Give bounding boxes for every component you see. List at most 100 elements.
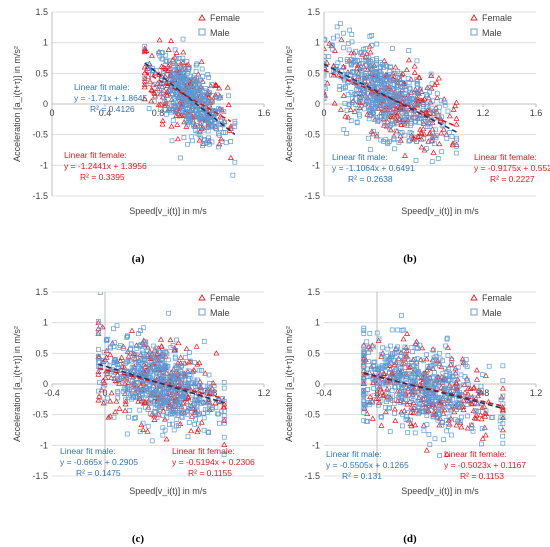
male-point [175, 375, 181, 381]
female-point [194, 428, 201, 435]
male-point [439, 149, 445, 155]
male-point [116, 364, 121, 370]
male-point [142, 75, 148, 81]
male-point [173, 354, 178, 360]
male-point [383, 113, 389, 119]
male-point [412, 430, 418, 436]
male-point [393, 111, 398, 117]
male-point [132, 352, 137, 358]
x-tick-label: 0.4 [99, 108, 112, 118]
male-point [439, 114, 444, 120]
male-point [151, 343, 157, 349]
female-point [155, 48, 162, 55]
male-point [96, 359, 101, 365]
male-point [157, 88, 162, 93]
male-point [401, 394, 407, 400]
male-point [458, 372, 464, 378]
male-point [156, 50, 162, 56]
legend-female-marker [198, 14, 206, 21]
male-point [199, 66, 205, 72]
male-point [142, 43, 148, 49]
female-point [218, 135, 225, 142]
female-point [224, 84, 231, 90]
male-point [444, 428, 450, 434]
male-point [176, 423, 181, 428]
female-point [141, 75, 148, 81]
male-point [427, 123, 433, 129]
male-point [412, 370, 418, 376]
male-point [415, 405, 421, 410]
scatter-panel-3: -1.5-1-0.500.511.5-0.4 0 0.4 0.8 1.2FemaleMa… [284, 287, 542, 545]
female-point [444, 344, 451, 350]
male-point [163, 350, 169, 355]
female-point [460, 406, 467, 413]
male-point [216, 131, 221, 137]
female-fit-label: Linear fit female: [64, 150, 127, 160]
female-point [163, 80, 170, 86]
female-point [380, 107, 387, 113]
male-point [221, 412, 227, 418]
male-point [192, 421, 197, 427]
female-point [446, 113, 453, 119]
male-point [353, 96, 358, 102]
male-point [206, 401, 212, 407]
male-point [364, 54, 370, 60]
male-point [343, 85, 348, 91]
female-point [95, 325, 102, 331]
male-point [424, 422, 430, 427]
male-point [218, 107, 224, 112]
male-point [361, 405, 367, 410]
male-point [361, 410, 367, 416]
y-tick-label: 1 [43, 318, 48, 328]
female-point [370, 379, 377, 386]
female-point [434, 94, 441, 100]
y-tick-label: 1.5 [35, 287, 48, 297]
male-point [178, 380, 183, 386]
male-point [434, 91, 440, 97]
male-point [187, 350, 192, 355]
male-point [384, 64, 390, 69]
male-point [444, 336, 450, 342]
male-point [430, 98, 435, 104]
male-point [392, 88, 397, 93]
female-point [378, 422, 385, 428]
male-fit-line [323, 63, 457, 133]
male-point [114, 323, 120, 329]
female-point [499, 426, 506, 433]
male-point [432, 370, 437, 375]
legend-male-label: Male [210, 308, 230, 318]
female-point [378, 389, 385, 395]
male-point [366, 400, 372, 405]
male-point [429, 105, 435, 111]
panel-caption: (d) [403, 533, 417, 545]
male-point [449, 357, 454, 363]
male-point [104, 371, 110, 377]
male-point [400, 85, 405, 90]
male-point [216, 95, 222, 101]
male-point [104, 361, 110, 367]
male-point [403, 417, 409, 422]
female-point [393, 112, 400, 118]
male-point [148, 397, 154, 403]
male-point [139, 388, 145, 393]
male-point [432, 436, 438, 442]
male-point [172, 68, 177, 74]
male-point [388, 343, 393, 349]
x-axis-label: Speed[v_i(t)] in m/s [129, 486, 207, 496]
male-point [411, 95, 416, 101]
male-point [209, 119, 214, 124]
male-point [465, 413, 470, 419]
male-point [216, 144, 221, 150]
male-point [126, 414, 131, 420]
legend-female-label: Female [482, 13, 512, 23]
male-point [449, 362, 454, 368]
male-point [193, 384, 198, 389]
male-point [488, 415, 494, 420]
female-point [453, 121, 460, 127]
male-point [450, 374, 456, 379]
female-point [138, 421, 145, 428]
male-point [226, 93, 232, 99]
female-point [212, 81, 219, 87]
male-point [140, 420, 146, 426]
